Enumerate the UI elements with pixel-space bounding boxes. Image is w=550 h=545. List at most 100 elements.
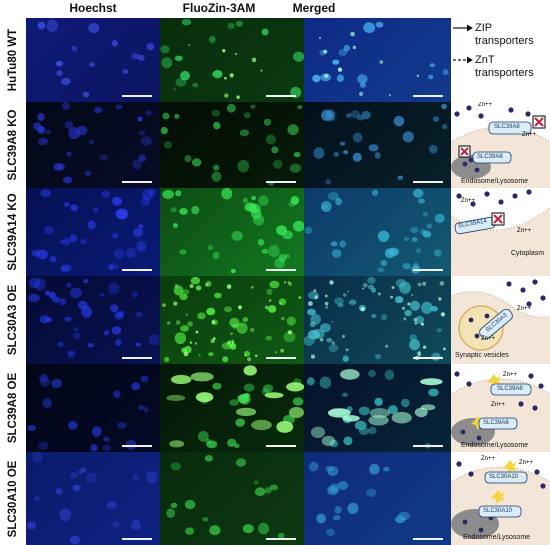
zinc-puncta [413,317,418,322]
cell-nucleus [307,329,320,340]
cell-nucleus [430,306,438,312]
zinc-puncta [212,337,216,341]
cell-nucleus [324,111,336,122]
cell-nucleus [358,406,370,416]
row-label-slc39a14-ko: SLC39A14 KO [7,193,19,271]
zinc-puncta [327,408,351,418]
zinc-puncta [321,435,336,446]
cell-nucleus [402,263,411,270]
cell-nucleus [274,257,285,269]
zinc-puncta [310,426,326,438]
cell-nucleus [375,21,384,28]
cell-nucleus [235,418,245,427]
transporter-legend: ZIP transporters ZnT transporters [451,20,550,100]
zinc-puncta [211,320,216,324]
cell-nucleus [320,323,331,333]
cell-nucleus [368,144,379,152]
cell-nucleus [268,245,280,258]
cell-nucleus [399,281,411,294]
legend-arrows [453,24,473,64]
zinc-puncta [243,365,257,376]
cell-nucleus [72,326,79,332]
cell-nucleus [395,515,406,524]
slc39a8-ko-protein-1: SLC39A8 [494,124,520,130]
cell-nucleus [86,472,97,484]
cell-nucleus [331,249,342,258]
cell-nucleus [332,59,340,65]
cell-nucleus [368,426,377,435]
cell-nucleus [227,438,237,447]
cell-nucleus [192,82,199,88]
cell-nucleus [132,227,144,237]
cell-nucleus [90,444,98,452]
zinc-puncta [281,316,285,321]
cell-nucleus [388,247,399,257]
slc30a10-oe-zn-2: Zn++ [519,460,534,466]
cell-nucleus [352,132,363,143]
slc39a8-ko-organelle: Endosome/Lysosome [461,178,529,185]
cell-nucleus [135,342,142,347]
cell-field [33,102,153,184]
scale-bar [122,181,152,183]
cell-nucleus [251,208,262,220]
cell-nucleus [81,306,92,318]
cell-nucleus [434,213,445,223]
cell-nucleus [76,125,88,136]
cell-nucleus [226,103,236,113]
cell-nucleus [38,441,49,450]
scale-bar [413,269,443,271]
cell-nucleus [37,112,45,122]
cell-nucleus [258,195,269,206]
panel-hutu80-wt-hoechst [26,18,160,102]
cell-nucleus [146,43,155,51]
zinc-puncta [438,297,442,301]
cell-nucleus [326,528,335,537]
cell-nucleus [26,521,37,530]
zinc-puncta [324,301,329,306]
cell-nucleus [282,230,293,240]
zinc-puncta [183,351,189,357]
cell-nucleus [263,118,272,126]
zinc-puncta [185,313,188,316]
zinc-puncta [324,73,329,79]
cell-nucleus [250,104,256,109]
panel-slc39a14-ko-hoechst [26,188,160,276]
cell-nucleus [83,278,89,284]
cell-nucleus [161,57,173,69]
cell-nucleus [40,189,51,197]
cell-nucleus [212,251,220,260]
cell-nucleus [55,60,63,67]
cell-nucleus [191,158,202,167]
cell-nucleus [410,226,419,234]
cell-nucleus [173,285,184,296]
cell-nucleus [230,343,237,350]
cell-nucleus [141,136,152,146]
cell-nucleus [243,112,251,119]
cell-nucleus [213,164,220,171]
cell-nucleus [401,398,410,408]
cell-nucleus [422,230,432,238]
slc30a10-oe-protein-2: SLC30A10 [483,508,513,514]
cell-nucleus [59,508,72,521]
cell-nucleus [333,297,344,305]
cell-nucleus [343,436,353,446]
cell-nucleus [371,314,377,319]
cell-nucleus [122,69,129,74]
cell-nucleus [132,291,139,298]
zinc-puncta [362,282,368,288]
cartoon-slc39a8-oe: Zn++ Zn++ SLC39A8 SLC39A8 Endosome/Lysos… [451,364,550,452]
cell-nucleus [64,120,74,129]
zinc-puncta [417,282,422,287]
cell-nucleus [441,103,447,110]
cell-nucleus [267,305,277,313]
cell-nucleus [184,499,196,510]
cell-nucleus [180,325,190,332]
cell-nucleus [87,220,96,230]
cell-nucleus [442,69,449,76]
cell-nucleus [125,439,137,450]
cell-nucleus [180,70,190,81]
scale-bar [122,95,152,97]
cell-nucleus [265,134,276,145]
cell-nucleus [103,436,110,442]
cell-nucleus [45,129,52,135]
